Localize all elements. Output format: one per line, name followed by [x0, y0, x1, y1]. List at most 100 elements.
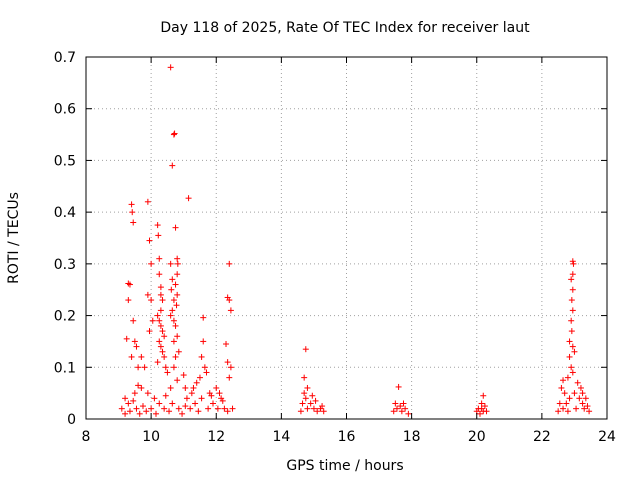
- data-point: [155, 232, 162, 239]
- data-point: [393, 405, 400, 412]
- data-point: [195, 408, 202, 415]
- data-point: [161, 333, 168, 340]
- data-point: [304, 405, 311, 412]
- y-tick-label: 0.6: [54, 102, 76, 118]
- data-point: [213, 384, 220, 391]
- data-point: [133, 343, 140, 350]
- data-point: [216, 390, 223, 397]
- data-point: [169, 307, 176, 314]
- x-axis-title: GPS time / hours: [286, 458, 403, 474]
- data-point: [555, 408, 562, 415]
- data-point: [174, 271, 181, 278]
- data-point: [135, 382, 142, 389]
- data-point: [156, 271, 163, 278]
- data-point: [174, 260, 181, 267]
- data-point: [172, 353, 179, 360]
- data-point: [568, 297, 575, 304]
- data-point: [130, 317, 137, 324]
- data-point: [141, 364, 148, 371]
- data-point: [301, 374, 308, 381]
- data-point: [480, 392, 487, 399]
- data-point: [167, 312, 174, 319]
- data-point: [170, 297, 177, 304]
- data-point: [193, 379, 200, 386]
- y-axis-title: ROTI / TECUs: [6, 192, 22, 284]
- data-point: [566, 353, 573, 360]
- data-point: [304, 384, 311, 391]
- data-point: [563, 400, 570, 407]
- data-point: [159, 348, 166, 355]
- x-tick-label: 22: [533, 429, 551, 445]
- data-point: [148, 297, 155, 304]
- data-point: [128, 353, 135, 360]
- data-point: [172, 322, 179, 329]
- data-point: [564, 408, 571, 415]
- data-point: [174, 377, 181, 384]
- x-tick-label: 10: [142, 429, 160, 445]
- data-point: [161, 405, 168, 412]
- data-point: [483, 408, 490, 415]
- data-point: [570, 260, 577, 267]
- data-point: [182, 384, 189, 391]
- data-point: [130, 219, 137, 226]
- y-tick-labels: 0 0.1 0.2 0.3 0.4 0.5 0.6 0.7: [54, 50, 76, 428]
- data-point: [319, 403, 326, 410]
- data-point: [219, 397, 226, 404]
- y-tick-label: 0.3: [54, 257, 76, 273]
- data-point: [183, 395, 190, 402]
- x-tick-label: 16: [338, 429, 356, 445]
- data-point: [192, 400, 199, 407]
- data-point: [582, 395, 589, 402]
- data-point: [586, 408, 593, 415]
- data-point: [224, 408, 231, 415]
- data-point: [157, 307, 164, 314]
- data-point: [161, 353, 168, 360]
- data-point: [392, 400, 399, 407]
- data-point: [188, 390, 195, 397]
- data-point: [156, 317, 163, 324]
- data-point: [302, 395, 309, 402]
- data-point: [405, 410, 412, 417]
- x-tick-label: 12: [207, 429, 225, 445]
- data-point: [568, 364, 575, 371]
- data-point: [133, 405, 140, 412]
- data-point: [125, 400, 132, 407]
- data-point: [569, 343, 576, 350]
- data-point: [157, 291, 164, 298]
- data-point: [162, 392, 169, 399]
- data-point: [126, 281, 133, 288]
- data-point: [154, 312, 161, 319]
- data-point: [126, 408, 133, 415]
- data-point: [208, 392, 215, 399]
- data-point: [180, 372, 187, 379]
- data-point: [571, 390, 578, 397]
- y-tick-label: 0.2: [54, 309, 76, 325]
- data-point: [131, 390, 138, 397]
- data-point: [122, 395, 129, 402]
- data-point: [198, 395, 205, 402]
- data-point: [560, 405, 567, 412]
- data-point: [576, 395, 583, 402]
- data-point: [187, 405, 194, 412]
- data-point: [200, 338, 207, 345]
- data-point: [297, 408, 304, 415]
- data-point: [172, 224, 179, 231]
- data-point: [173, 302, 180, 309]
- data-point: [157, 284, 164, 291]
- data-point: [168, 286, 175, 293]
- data-point: [481, 403, 488, 410]
- data-point: [159, 297, 166, 304]
- data-point: [166, 408, 173, 415]
- data-point: [167, 384, 174, 391]
- data-point: [169, 276, 176, 283]
- data-point: [174, 291, 181, 298]
- data-point: [144, 291, 151, 298]
- data-point: [167, 260, 174, 267]
- data-point: [579, 390, 586, 397]
- data-point: [148, 405, 155, 412]
- data-points: [118, 64, 593, 417]
- data-point: [569, 286, 576, 293]
- data-point: [227, 307, 234, 314]
- data-point: [118, 405, 125, 412]
- chart-title: Day 118 of 2025, Rate Of TEC Index for r…: [160, 20, 530, 36]
